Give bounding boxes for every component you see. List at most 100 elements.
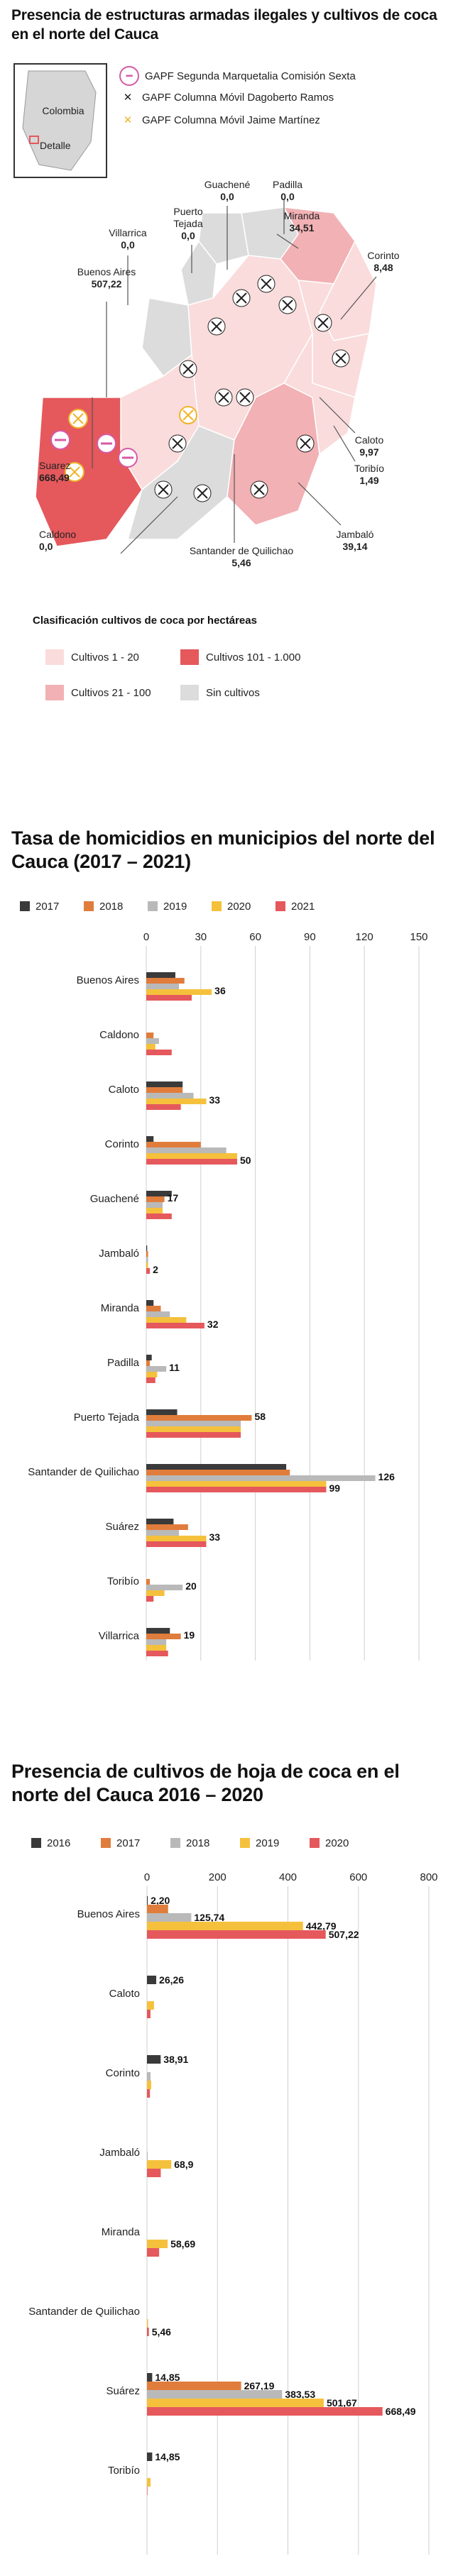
bar (146, 1372, 158, 1377)
legend-label: 2018 (99, 901, 123, 913)
bar (147, 1976, 157, 1984)
data-label: 58 (254, 1411, 266, 1422)
bar (146, 1415, 252, 1421)
data-label: 17 (168, 1192, 179, 1204)
data-label: 26,26 (159, 1974, 184, 1986)
category-label: Suárez (106, 2385, 140, 2397)
bar (146, 1323, 204, 1328)
bar (146, 1360, 151, 1366)
legend-swatch (240, 1838, 250, 1848)
category-label: Caldono (99, 1029, 139, 1041)
bar (147, 1930, 326, 1939)
bar (146, 1536, 207, 1541)
bar (146, 1268, 151, 1274)
rifle-icon: ━ (119, 66, 139, 86)
legend-label: 2017 (116, 1837, 140, 1849)
bar (146, 1475, 376, 1481)
bar (146, 1147, 226, 1153)
bar (146, 1464, 287, 1470)
tick-label: 0 (144, 1871, 150, 1883)
data-label: 38,91 (163, 2054, 188, 2065)
category-label: Corinto (106, 2067, 140, 2079)
data-label: 14,85 (155, 2451, 180, 2462)
tick-label: 150 (410, 931, 427, 943)
data-label: 267,19 (244, 2380, 275, 2391)
tick-label: 0 (143, 931, 149, 943)
rifle-icon-marker (179, 360, 197, 378)
bar (147, 2328, 149, 2336)
map-label-corinto: Corinto 8,48 (367, 250, 400, 273)
tick-label: 90 (304, 931, 316, 943)
bar (146, 1306, 161, 1311)
bar (146, 1300, 154, 1306)
bar (146, 1202, 163, 1208)
bar (146, 1208, 163, 1213)
legend-label: 2020 (325, 1837, 349, 1849)
tick-label: 600 (349, 1871, 367, 1883)
rifle-icon-marker (154, 480, 173, 499)
rifle-icon-marker (278, 296, 297, 314)
rifle-icon: ✕ (123, 114, 133, 126)
bar (146, 1366, 167, 1372)
bar (146, 1628, 170, 1634)
bar (146, 995, 192, 1001)
bar (146, 1596, 154, 1602)
bar (146, 1426, 241, 1432)
tick-label: 800 (420, 1871, 437, 1883)
bar (147, 2089, 151, 2098)
bar (147, 2010, 151, 2018)
rifle-icon-marker (236, 388, 254, 407)
bar (146, 978, 185, 984)
group-legend-label: GAPF Columna Móvil Dagoberto Ramos (142, 91, 334, 104)
rifle-icon-marker (296, 434, 315, 453)
rifle-icon-marker (168, 434, 187, 453)
data-label: 442,79 (306, 1920, 337, 1932)
bar (147, 2072, 151, 2081)
bar (146, 1153, 237, 1159)
legend-label: 2017 (36, 901, 59, 913)
bar (146, 1159, 237, 1165)
bar (146, 1590, 165, 1596)
data-label: 33 (209, 1531, 220, 1543)
bar (147, 2001, 154, 2010)
tick-label: 30 (195, 931, 207, 943)
legend-label: 2021 (291, 901, 315, 913)
bar (146, 1142, 201, 1147)
group-legend-1: ━ GAPF Segunda Marquetalia Comisión Sext… (119, 66, 356, 86)
category-label: Santander de Quilichao (28, 1466, 139, 1478)
group-legend-label: GAPF Columna Móvil Jaime Martínez (142, 114, 320, 126)
bar (146, 1196, 165, 1202)
bar (146, 1245, 148, 1251)
bar (147, 2248, 160, 2257)
map-markers (50, 275, 350, 502)
rifle-icon-marker (118, 448, 138, 468)
category-label: Villarrica (99, 1630, 140, 1642)
legend-swatch (212, 901, 222, 911)
legend-label: 2019 (163, 901, 187, 913)
region-toribio (283, 331, 356, 456)
rifle-icon-marker (232, 289, 251, 307)
bar (146, 1639, 167, 1645)
map-label-miranda: Miranda 34,51 (283, 210, 320, 233)
category-label: Buenos Aires (77, 1908, 140, 1920)
rifle-icon-marker (332, 349, 350, 368)
rifle-icon-marker (214, 388, 233, 407)
bar (146, 1081, 183, 1087)
rifle-icon-marker (207, 317, 226, 336)
rifle-icon: ✕ (123, 92, 133, 104)
map-label-buenos-aires: Buenos Aires 507,22 (77, 266, 136, 290)
bar (146, 1645, 167, 1651)
map-leader-lines (92, 199, 377, 554)
data-label: 58,69 (170, 2238, 195, 2250)
bar (147, 2399, 324, 2407)
category-label: Puerto Tejada (74, 1411, 140, 1424)
classification-title: Clasificación cultivos de coca por hectá… (33, 615, 257, 627)
category-label: Caloto (109, 1084, 139, 1096)
data-label: 68,9 (174, 2159, 193, 2170)
class-label: Sin cultivos (206, 686, 260, 699)
tick-label: 120 (356, 931, 373, 943)
bar (147, 2407, 383, 2416)
rifle-icon-marker (68, 409, 88, 429)
legend-label: 2019 (256, 1837, 279, 1849)
bar (146, 1487, 327, 1492)
